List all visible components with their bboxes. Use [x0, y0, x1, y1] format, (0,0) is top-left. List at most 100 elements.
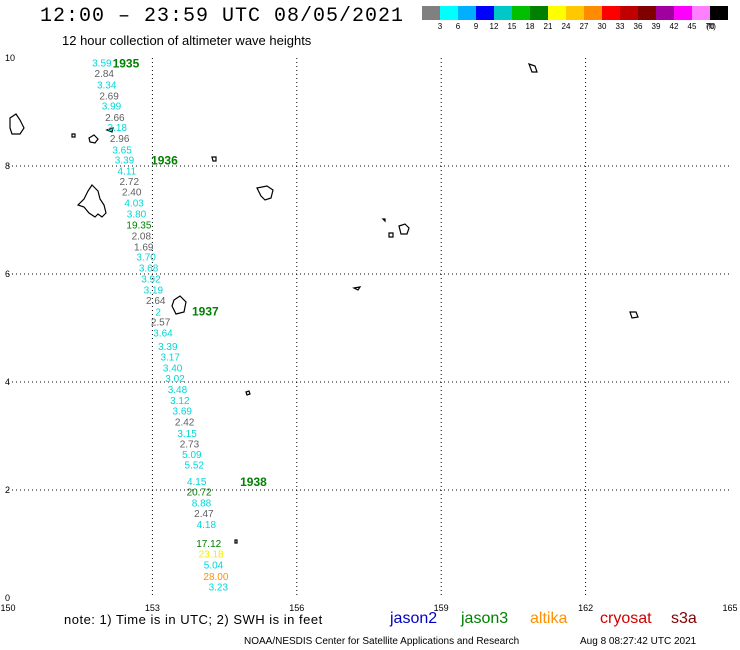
wave-height-value: 2.66 — [105, 113, 125, 124]
island-outline — [352, 286, 362, 291]
wave-height-value: 19.35 — [126, 220, 151, 231]
colorbar-swatch — [422, 6, 440, 20]
colorbar-swatch — [548, 6, 566, 20]
wave-height-value: 3.40 — [163, 363, 183, 374]
island-outline — [76, 184, 107, 218]
colorbar-swatch — [566, 6, 584, 20]
wave-height-value: 3.39 — [115, 156, 135, 167]
island-outline — [256, 185, 274, 201]
x-tick-label: 165 — [722, 603, 737, 613]
colorbar-label: 36 — [633, 22, 643, 31]
colorbar-label: 70 — [705, 22, 715, 31]
wave-height-value: 4.18 — [197, 520, 217, 531]
island-outline — [245, 390, 251, 396]
time-labels-layer: 1935 1936 1937 1938 — [113, 56, 268, 489]
colorbar-label: 30 — [597, 22, 607, 31]
wave-height-value: 5.52 — [185, 461, 205, 472]
colorbar-swatch — [692, 6, 710, 20]
colorbar-swatch — [620, 6, 638, 20]
x-tick-label: 162 — [578, 603, 593, 613]
wave-height-value: 2 — [155, 307, 161, 318]
colorbar-label: 45 — [687, 22, 697, 31]
wave-height-value: 3.19 — [144, 286, 164, 297]
satellite-label-altika: altika — [530, 610, 568, 627]
satellite-label-jason3: jason3 — [461, 610, 509, 627]
colorbar-label: 9 — [473, 22, 479, 31]
y-tick-label: 0 — [5, 593, 10, 603]
time-label: 1937 — [192, 305, 219, 319]
colorbar-swatch — [710, 6, 728, 20]
wave-height-value: 3.65 — [112, 145, 132, 156]
satellite-label-cryosat: cryosat — [600, 610, 652, 627]
wave-height-value: 4.03 — [124, 199, 144, 210]
y-tick-label: 4 — [5, 377, 10, 387]
island-outline — [211, 156, 217, 162]
island-outline — [629, 311, 639, 319]
colorbar-swatch — [530, 6, 548, 20]
colorbar-swatch — [512, 6, 530, 20]
wave-height-value: 2.42 — [175, 417, 195, 428]
island-outline — [527, 63, 538, 73]
island-outline — [71, 133, 76, 138]
colorbar-label: 18 — [525, 22, 535, 31]
colorbar-label: 6 — [455, 22, 461, 31]
wave-height-value: 3.68 — [139, 264, 159, 275]
y-tick-label: 2 — [5, 485, 10, 495]
colorbar-swatch — [602, 6, 620, 20]
colorbar-swatch — [494, 6, 512, 20]
island-outline — [398, 223, 410, 235]
wave-height-value: 2.64 — [146, 296, 166, 307]
map-title: 12:00 – 23:59 UTC 08/05/2021 — [40, 5, 405, 28]
colorbar-label: 42 — [669, 22, 679, 31]
wave-height-value: 2.40 — [122, 187, 142, 198]
wave-height-value: 3.15 — [177, 429, 197, 440]
satellite-label-jason2: jason2 — [390, 610, 438, 627]
time-label: 1936 — [151, 154, 178, 168]
wave-height-value: 4.15 — [187, 477, 207, 488]
wave-height-value: 2.72 — [120, 177, 140, 188]
wave-height-value: 3.64 — [153, 328, 173, 339]
observations-layer: 3.592.843.342.693.992.663.182.963.653.39… — [92, 58, 229, 593]
colorbar-label: 21 — [543, 22, 553, 31]
colorbar-label: 12 — [489, 22, 499, 31]
colorbar-label: 39 — [651, 22, 661, 31]
wave-height-value: 3.12 — [170, 396, 190, 407]
time-label: 1935 — [113, 56, 140, 70]
wave-height-value: 3.59 — [92, 58, 112, 69]
colorbar-label: 3 — [437, 22, 443, 31]
wave-height-value: 3.69 — [173, 407, 193, 418]
wave-height-value: 3.02 — [165, 374, 185, 385]
x-tick-label: 159 — [434, 603, 449, 613]
island-outline — [9, 113, 25, 135]
wave-height-value: 3.23 — [209, 583, 229, 594]
time-label: 1938 — [240, 475, 267, 489]
wave-height-value: 2.47 — [194, 509, 214, 520]
colorbar-label: 15 — [507, 22, 517, 31]
x-tick-label: 156 — [289, 603, 304, 613]
wave-height-value: 3.80 — [127, 210, 147, 221]
y-tick-label: 8 — [5, 161, 10, 171]
wave-height-value: 3.92 — [141, 274, 161, 285]
wave-height-value: 3.39 — [158, 342, 178, 353]
island-outline — [88, 134, 99, 144]
wave-height-value: 2.08 — [132, 232, 152, 243]
wave-height-value: 5.04 — [204, 561, 224, 572]
colorbar-swatch — [656, 6, 674, 20]
wave-height-value: 2.57 — [151, 318, 171, 329]
wave-height-value: 2.96 — [110, 134, 130, 145]
grid-lines — [8, 58, 730, 598]
satellite-label-s3a: s3a — [671, 610, 697, 627]
axis-ticks: 150 153 156 159 162 165 0 2 4 6 8 10 — [0, 53, 737, 613]
colorbar-label: 33 — [615, 22, 625, 31]
island-outline — [388, 232, 394, 238]
note-text: note: 1) Time is in UTC; 2) SWH is in fe… — [64, 612, 323, 627]
wave-height-value: 3.18 — [108, 123, 128, 134]
credit-text: NOAA/NESDIS Center for Satellite Applica… — [244, 636, 520, 647]
colorbar-label: (ft) — [706, 22, 716, 31]
wave-height-value: 23.18 — [199, 550, 224, 561]
wave-height-value: 3.34 — [97, 80, 117, 91]
colorbar-swatch — [476, 6, 494, 20]
wave-height-value: 2.84 — [95, 69, 115, 80]
colorbar-swatch — [440, 6, 458, 20]
